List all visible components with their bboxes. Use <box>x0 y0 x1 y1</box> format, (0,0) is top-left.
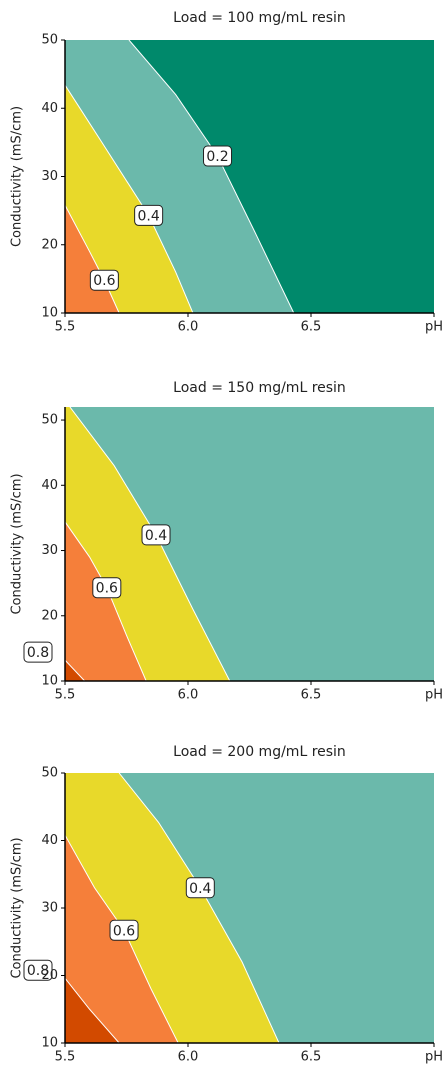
contour-label-box <box>141 524 171 546</box>
x-tick-label: 6.0 <box>178 688 199 703</box>
contour-line <box>65 204 120 313</box>
contour-region <box>65 978 120 1043</box>
contour-line <box>65 977 120 1043</box>
y-tick-label: 20 <box>41 237 58 252</box>
contour-label: 0.6 <box>96 581 118 597</box>
y-tick-label: 40 <box>41 101 58 116</box>
x-tick-label: 5.5 <box>55 320 76 335</box>
contour-label-box <box>185 877 215 899</box>
contour-label: 0.4 <box>145 528 167 544</box>
x-tick-label: 5.5 <box>55 688 76 703</box>
y-tick-label: 50 <box>41 766 58 781</box>
y-tick-label: 50 <box>41 33 58 48</box>
y-tick-label: 40 <box>41 833 58 848</box>
contour-label: 0.2 <box>206 149 228 165</box>
x-tick-label: pH <box>425 688 443 703</box>
x-tick-label: pH <box>425 1050 443 1065</box>
y-axis-label: Conductivity (mS/cm) <box>10 106 25 247</box>
x-tick-label: 6.0 <box>178 1050 199 1065</box>
y-tick-label: 10 <box>41 674 58 689</box>
contour-region <box>65 521 147 681</box>
x-tick-label: 6.5 <box>301 1050 322 1065</box>
x-tick-label: pH <box>425 320 443 335</box>
contour-label-box <box>92 577 122 599</box>
chart-title: Load = 100 mg/mL resin <box>173 10 346 26</box>
contour-label-box <box>109 919 139 941</box>
contour-label: 0.4 <box>138 208 160 224</box>
y-tick-label: 50 <box>41 413 58 428</box>
contour-line <box>65 659 86 681</box>
y-tick-label: 20 <box>41 968 58 983</box>
y-axis-label: Conductivity (mS/cm) <box>10 473 25 614</box>
y-tick-label: 30 <box>41 543 58 558</box>
x-tick-label: 6.5 <box>301 688 322 703</box>
contours <box>65 40 295 313</box>
y-axis-label: Conductivity (mS/cm) <box>10 837 25 978</box>
y-tick-label: 30 <box>41 169 58 184</box>
contour-label-box <box>134 204 164 226</box>
x-tick-label: 6.0 <box>178 320 199 335</box>
contour-label: 0.8 <box>27 645 49 661</box>
y-tick-label: 20 <box>41 608 58 623</box>
x-tick-label: 5.5 <box>55 1050 76 1065</box>
contour-label-box <box>89 269 119 291</box>
contour-label: 0.4 <box>189 881 211 897</box>
chart-title: Load = 200 mg/mL resin <box>173 744 346 760</box>
contour-label-box <box>23 641 53 663</box>
chart-title: Load = 150 mg/mL resin <box>173 380 346 396</box>
contour-label-box <box>203 145 233 167</box>
y-tick-label: 10 <box>41 306 58 321</box>
contour-label: 0.8 <box>27 963 49 979</box>
y-tick-label: 30 <box>41 901 58 916</box>
y-tick-label: 10 <box>41 1036 58 1051</box>
x-tick-label: 6.5 <box>301 320 322 335</box>
contour-label: 0.6 <box>93 273 115 289</box>
y-tick-label: 40 <box>41 478 58 493</box>
contour-region <box>65 85 193 313</box>
contour-label-box <box>23 959 53 981</box>
contour-label: 0.6 <box>113 923 135 939</box>
